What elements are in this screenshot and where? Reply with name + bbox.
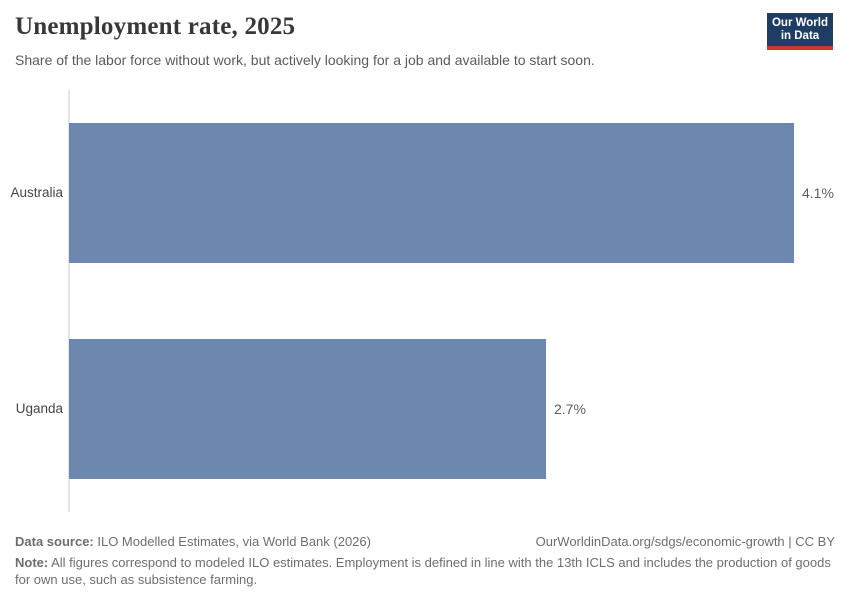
chart-subtitle: Share of the labor force without work, b… <box>15 52 595 68</box>
bar-uganda[interactable] <box>69 339 546 479</box>
bar-value-uganda: 2.7% <box>554 401 586 417</box>
owid-logo-line1: Our World <box>771 17 828 29</box>
bar-label-uganda: Uganda <box>15 401 63 416</box>
bar-value-australia: 4.1% <box>802 185 834 201</box>
owid-citation-link[interactable]: OurWorldinData.org/sdgs/economic-growth … <box>535 534 835 549</box>
note-label: Note: <box>15 555 49 570</box>
y-axis-line <box>68 90 70 512</box>
data-source-text: Data source: ILO Modelled Estimates, via… <box>15 534 371 549</box>
bar-label-australia: Australia <box>10 185 63 200</box>
owid-logo[interactable]: Our World in Data <box>767 13 833 50</box>
owid-logo-line2: in Data <box>780 30 820 42</box>
footer-source-row: Data source: ILO Modelled Estimates, via… <box>15 533 835 550</box>
bar-australia[interactable] <box>69 123 794 263</box>
footer-note: Note: All figures correspond to modeled … <box>15 555 831 587</box>
data-source-label: Data source: <box>15 534 94 549</box>
chart-footer: Data source: ILO Modelled Estimates, via… <box>15 533 835 588</box>
chart-title: Unemployment rate, 2025 <box>15 13 296 40</box>
